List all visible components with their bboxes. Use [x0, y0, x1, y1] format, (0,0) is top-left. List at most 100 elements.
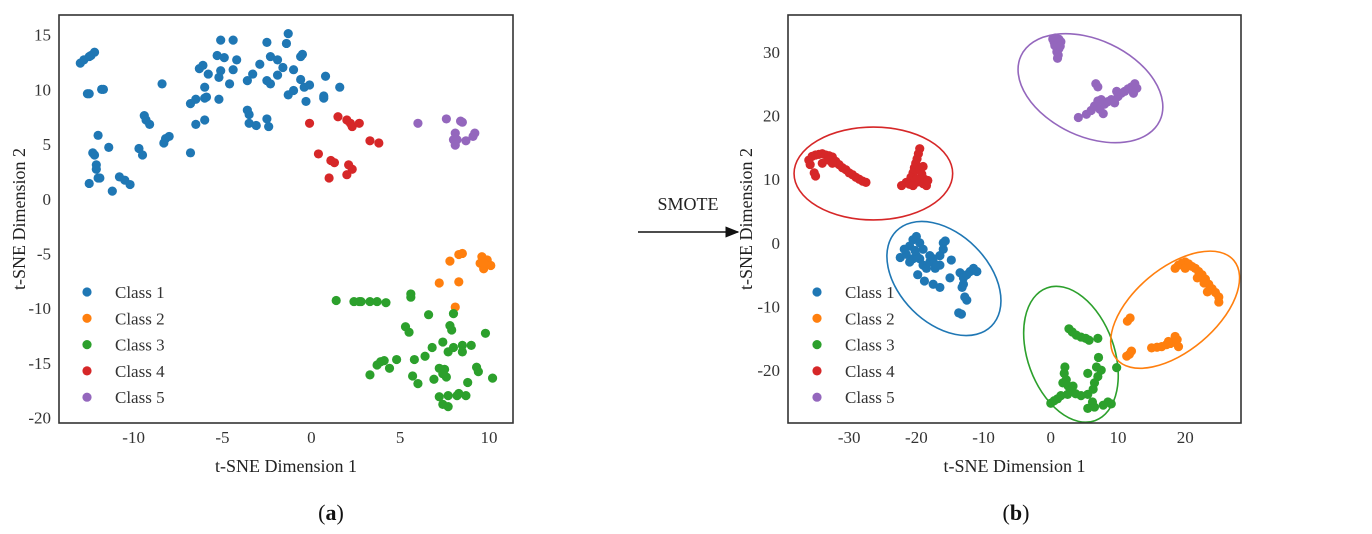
- data-point: [960, 292, 970, 302]
- data-point: [354, 118, 364, 128]
- data-point: [200, 115, 210, 125]
- cluster-ellipse: [886, 220, 1002, 337]
- data-point: [956, 309, 967, 319]
- data-point: [278, 62, 288, 73]
- legend-marker: [812, 392, 822, 402]
- x-tick-label: -30: [838, 428, 861, 447]
- data-point: [420, 351, 430, 361]
- panel-label-close: ): [1022, 500, 1029, 525]
- legend-label: Class 1: [115, 283, 165, 302]
- cluster-ellipse: [1022, 285, 1120, 424]
- data-point: [301, 96, 311, 107]
- data-point: [1202, 287, 1212, 297]
- data-point: [441, 372, 451, 382]
- y-tick-label: 10: [763, 170, 780, 189]
- data-point: [925, 250, 935, 261]
- data-point: [201, 92, 212, 102]
- data-point: [365, 136, 375, 146]
- data-point: [935, 250, 945, 261]
- legend-marker: [82, 340, 92, 350]
- data-point: [219, 53, 229, 63]
- data-point: [1073, 112, 1083, 123]
- data-point: [457, 117, 467, 127]
- data-point: [104, 142, 114, 152]
- chart-panel-a: -10 -5 0 5 10 15 10 5 0 -5 -10 -15 -20 t-SNE Dimensio…: [9, 14, 514, 525]
- data-point: [1180, 263, 1190, 273]
- data-point: [466, 340, 476, 350]
- y-axis-label: t-SNE Dimension 2: [736, 148, 756, 290]
- data-point: [940, 236, 950, 246]
- data-point: [1093, 82, 1103, 92]
- data-point: [319, 93, 329, 103]
- x-tick-label: -20: [905, 428, 928, 447]
- data-point: [232, 55, 242, 65]
- data-point: [409, 354, 419, 365]
- data-point: [89, 150, 100, 160]
- data-point: [429, 374, 439, 384]
- data-point: [946, 255, 956, 265]
- data-point: [439, 364, 450, 375]
- data-point: [251, 120, 261, 131]
- data-point: [392, 354, 402, 365]
- data-point: [95, 173, 105, 183]
- data-point: [1125, 313, 1135, 323]
- data-point: [84, 178, 94, 189]
- data-point: [434, 278, 444, 288]
- data-point: [896, 180, 907, 191]
- y-tick-label: 15: [34, 26, 51, 45]
- y-tick-label: -10: [757, 298, 780, 317]
- data-point: [1163, 336, 1174, 347]
- cluster-ellipse: [1109, 250, 1241, 370]
- data-point: [918, 244, 928, 254]
- data-point: [1052, 53, 1063, 63]
- data-point: [457, 347, 467, 357]
- legend-label: Class 2: [845, 309, 895, 328]
- legend-label: Class 4: [115, 362, 165, 381]
- data-point: [145, 119, 155, 129]
- data-point: [214, 72, 224, 82]
- data-point: [137, 150, 148, 160]
- data-point: [423, 310, 434, 320]
- y-tick-label: 30: [763, 43, 780, 62]
- data-point: [365, 296, 375, 307]
- data-point: [479, 258, 489, 268]
- data-point: [320, 71, 331, 81]
- data-point: [216, 35, 226, 45]
- data-point: [1084, 335, 1094, 345]
- data-point: [198, 60, 208, 70]
- data-point: [1083, 403, 1093, 413]
- data-point: [450, 140, 460, 150]
- data-point: [244, 109, 254, 120]
- legend-marker: [82, 392, 92, 402]
- panel-label-open: (: [1003, 500, 1010, 525]
- data-point: [447, 325, 457, 335]
- data-point: [272, 55, 283, 65]
- x-tick-label: 20: [1177, 428, 1194, 447]
- legend-marker: [82, 287, 92, 297]
- data-point: [374, 138, 384, 148]
- data-point: [908, 180, 918, 191]
- data-point: [457, 248, 467, 259]
- data-point: [958, 279, 969, 289]
- x-tick-label: 0: [307, 428, 316, 447]
- data-point: [827, 158, 837, 168]
- data-point: [454, 388, 464, 399]
- data-point: [1173, 342, 1184, 352]
- data-point: [89, 47, 100, 57]
- y-tick-label: -5: [37, 244, 51, 263]
- data-point: [228, 65, 238, 75]
- data-point: [125, 179, 135, 190]
- legend-marker: [812, 287, 822, 297]
- chart-panel-b: -30 -20 -10 0 10 20 30 20 10 0 -10 -20 t-SNE Dimensi…: [736, 14, 1242, 525]
- data-point: [486, 260, 496, 271]
- y-tick-label: 0: [43, 190, 52, 209]
- legend-label: Class 1: [845, 283, 895, 302]
- y-axis-label: t-SNE Dimension 2: [9, 148, 29, 290]
- legend-label: Class 2: [115, 309, 165, 328]
- data-point: [331, 295, 341, 306]
- data-point: [406, 292, 416, 302]
- data-point: [1093, 333, 1103, 343]
- plot-frame: [787, 14, 1242, 424]
- panel-label-close: ): [337, 500, 344, 525]
- data-point: [454, 277, 464, 287]
